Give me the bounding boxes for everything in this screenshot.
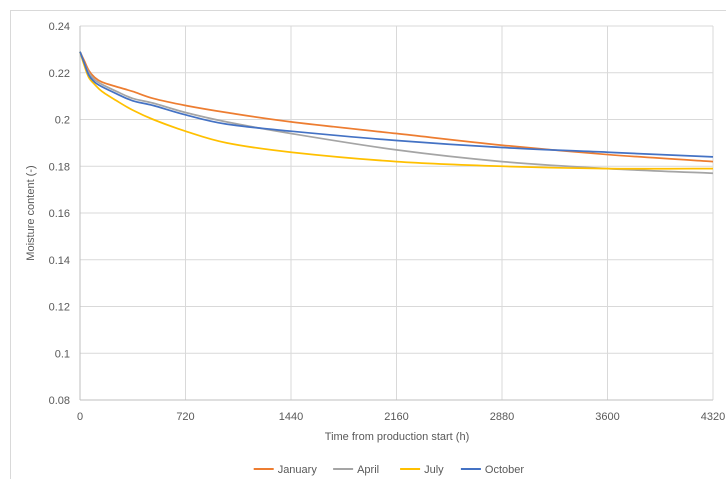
x-tick-label: 2880 xyxy=(490,411,514,423)
chart-frame xyxy=(10,10,726,479)
legend: January April July October xyxy=(253,464,524,476)
tick-labels: 0.08 0.1 0.12 0.14 0.16 0.18 0.2 0.22 0.24 0 720 14… xyxy=(49,21,726,423)
x-tick-label: 3600 xyxy=(595,411,619,423)
legend-item-january: January xyxy=(253,464,318,476)
x-tick-label: 4320 xyxy=(701,411,725,423)
y-tick-label: 0.16 xyxy=(49,208,70,220)
legend-label: July xyxy=(424,464,444,476)
legend-label: April xyxy=(357,464,379,476)
y-tick-label: 0.1 xyxy=(55,348,70,360)
x-tick-label: 0 xyxy=(77,411,83,423)
x-tick-label: 720 xyxy=(176,411,194,423)
y-tick-label: 0.18 xyxy=(49,161,70,173)
y-tick-label: 0.08 xyxy=(49,395,70,407)
legend-item-april: April xyxy=(333,464,379,476)
series-line-april xyxy=(79,51,714,175)
series-line-january xyxy=(79,51,714,163)
y-tick-label: 0.12 xyxy=(49,302,70,314)
y-tick-label: 0.22 xyxy=(49,68,70,80)
x-tick-label: 1440 xyxy=(279,411,303,423)
x-tick-label: 2160 xyxy=(384,411,408,423)
y-tick-label: 0.14 xyxy=(49,255,70,267)
legend-label: January xyxy=(278,464,318,476)
y-tick-label: 0.2 xyxy=(55,115,70,127)
legend-item-october: October xyxy=(460,464,524,476)
y-axis-title: Moisture content (-) xyxy=(25,165,37,260)
series-line-october xyxy=(79,51,714,158)
y-tick-label: 0.24 xyxy=(49,21,70,33)
series-line-july xyxy=(79,51,714,170)
axes xyxy=(79,26,713,401)
series-lines xyxy=(79,51,714,175)
gridlines xyxy=(80,25,714,400)
x-axis-title: Time from production start (h) xyxy=(325,431,469,443)
legend-item-july: July xyxy=(400,464,444,476)
legend-label: October xyxy=(485,464,524,476)
